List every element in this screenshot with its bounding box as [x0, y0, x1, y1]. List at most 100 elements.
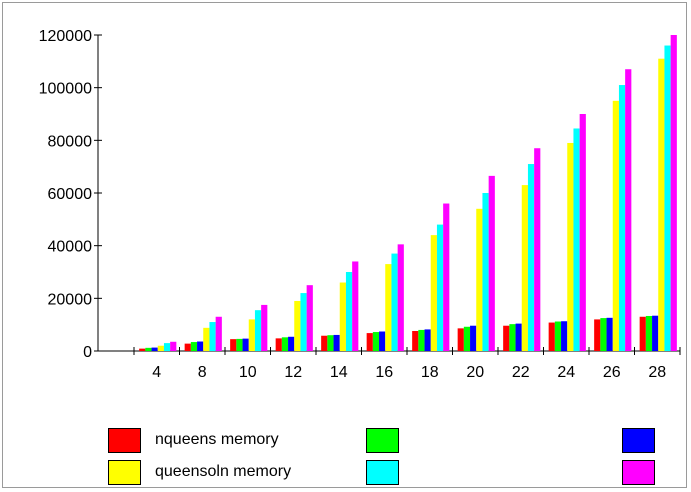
bar [139, 348, 146, 351]
x-tick-label: 22 [512, 364, 530, 381]
bar [482, 193, 489, 351]
bar [554, 321, 562, 351]
bar [548, 322, 555, 351]
bar [254, 310, 262, 351]
bar [288, 336, 295, 351]
bar [606, 317, 613, 351]
chart-bars [139, 35, 677, 351]
x-tick-label: 10 [239, 364, 257, 381]
bar [573, 128, 580, 351]
bar [372, 332, 380, 351]
bar [430, 235, 437, 351]
bar [652, 315, 659, 351]
y-tick-label: 120000 [39, 28, 92, 45]
bar [321, 335, 328, 351]
bar [503, 325, 510, 351]
bar [488, 175, 495, 351]
x-tick-label: 24 [557, 364, 575, 381]
chart-frame [2, 2, 687, 488]
legend-label: queensoln memory [155, 463, 292, 480]
bar [463, 326, 471, 351]
bar [412, 330, 419, 351]
bar [275, 338, 282, 351]
x-tick-label: 8 [198, 364, 207, 381]
bar [209, 322, 216, 351]
bar [157, 345, 164, 351]
x-tick-label: 14 [330, 364, 348, 381]
bar [352, 261, 359, 351]
bar [476, 208, 483, 351]
y-tick-label: 80000 [48, 133, 93, 150]
x-tick-label: 20 [466, 364, 484, 381]
legend-swatch [108, 460, 141, 485]
bar [261, 304, 268, 351]
bar [281, 337, 289, 351]
x-tick-label: 12 [284, 364, 302, 381]
bar [527, 164, 535, 351]
bar [645, 315, 653, 351]
y-tick-label: 60000 [48, 186, 93, 203]
bar [163, 343, 171, 351]
bar [664, 45, 671, 351]
x-tick-label: 26 [603, 364, 621, 381]
y-tick-label: 100000 [39, 81, 92, 98]
legend-swatch [622, 428, 655, 453]
bar [457, 328, 464, 351]
x-tick-label: 4 [152, 364, 161, 381]
bar [327, 335, 334, 351]
legend-swatch [622, 460, 655, 485]
bar [625, 69, 632, 351]
bar [215, 316, 222, 351]
y-tick-label: 20000 [48, 291, 93, 308]
bar [248, 319, 255, 351]
bar [424, 329, 431, 351]
bar [366, 333, 373, 351]
bar [397, 244, 404, 351]
bar [612, 100, 619, 351]
bar [339, 282, 346, 351]
bar [515, 323, 522, 351]
x-tick-label: 18 [421, 364, 439, 381]
bar [242, 338, 249, 351]
bar [509, 324, 516, 351]
bar [534, 148, 541, 351]
bar [190, 342, 198, 351]
bar [230, 339, 237, 351]
bar [170, 341, 177, 351]
bar [306, 285, 313, 351]
bar [145, 347, 152, 351]
bar [594, 319, 601, 351]
bar [151, 347, 158, 351]
bar [300, 293, 307, 351]
bar [236, 338, 243, 351]
bar [203, 327, 210, 351]
legend-swatch [366, 428, 399, 453]
legend-label: nqueens memory [155, 431, 279, 448]
bar [443, 203, 450, 351]
bar [521, 185, 528, 351]
bar [658, 58, 665, 351]
bar [639, 316, 646, 351]
bar [618, 85, 626, 351]
bar [294, 300, 301, 351]
bar [579, 114, 586, 351]
x-tick-label: 16 [375, 364, 393, 381]
bar [567, 142, 574, 351]
x-tick-label: 28 [648, 364, 666, 381]
bar [436, 224, 444, 351]
bar [561, 321, 568, 351]
bar [379, 331, 386, 351]
bar [385, 264, 392, 351]
bar [600, 318, 607, 351]
y-tick-label: 40000 [48, 239, 93, 256]
y-tick-label: 0 [83, 344, 92, 361]
legend-swatch [366, 460, 399, 485]
bar [670, 35, 677, 351]
bar [470, 325, 477, 351]
bar [184, 343, 191, 351]
bar [391, 253, 398, 351]
bar [345, 272, 353, 351]
bar [197, 341, 204, 351]
bar [333, 334, 340, 351]
